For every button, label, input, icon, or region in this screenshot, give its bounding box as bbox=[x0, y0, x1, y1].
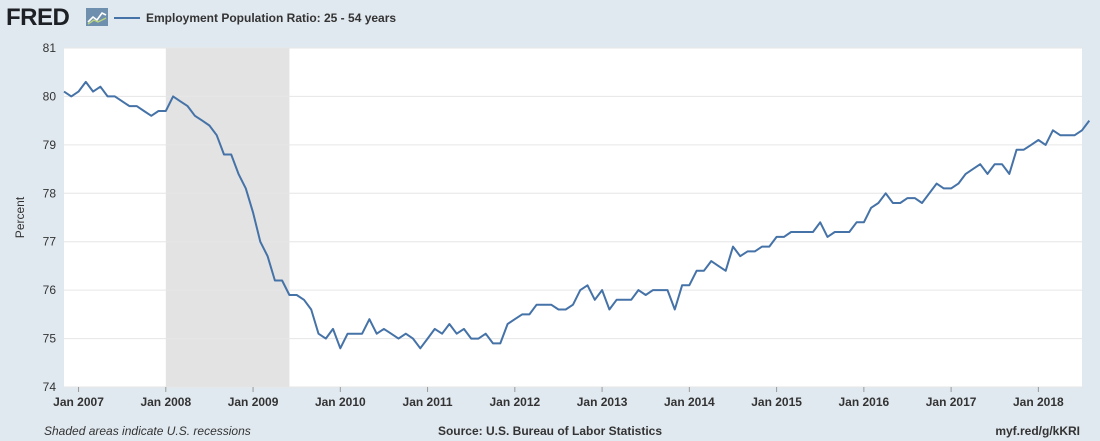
x-tick-label: Jan 2016 bbox=[838, 395, 889, 409]
x-tick-label: Jan 2011 bbox=[403, 395, 453, 409]
series-line[interactable] bbox=[63, 80, 1091, 350]
source-note: Source: U.S. Bureau of Labor Statistics bbox=[437, 424, 663, 438]
y-tick-label: 78 bbox=[43, 186, 57, 200]
y-tick-label: 77 bbox=[43, 235, 57, 249]
y-tick-label: 81 bbox=[43, 41, 57, 55]
x-tick-label: Jan 2017 bbox=[926, 395, 977, 409]
fred-logo-graph-icon bbox=[86, 8, 108, 26]
fred-logo[interactable]: FRED bbox=[6, 4, 70, 31]
x-tick-label: Jan 2008 bbox=[140, 395, 191, 409]
x-tick-label: Jan 2014 bbox=[664, 395, 715, 409]
y-tick-label: 76 bbox=[43, 283, 57, 297]
chart-area: 74 75 76 77 78 79 80 81 Jan 2007 Jan 2008 Jan 2009… bbox=[13, 41, 1091, 409]
chart-header: FRED Employment Population Ratio: 25 - 5… bbox=[0, 0, 1100, 36]
x-tick-label: Jan 2007 bbox=[53, 395, 104, 409]
chart-legend[interactable]: Employment Population Ratio: 25 - 54 yea… bbox=[114, 9, 396, 27]
x-tick-label: Jan 2018 bbox=[1013, 395, 1064, 409]
y-tick-label: 79 bbox=[43, 138, 57, 152]
recession-note: Shaded areas indicate U.S. recessions bbox=[44, 424, 251, 438]
x-tick-label: Jan 2013 bbox=[577, 395, 628, 409]
x-tick-label: Jan 2009 bbox=[228, 395, 279, 409]
x-tick-label: Jan 2012 bbox=[489, 395, 540, 409]
x-tick-label: Jan 2015 bbox=[751, 395, 802, 409]
short-link[interactable]: myf.red/g/kKRI bbox=[995, 424, 1080, 438]
y-tick-label: 74 bbox=[43, 380, 57, 394]
y-tick-label: 80 bbox=[43, 89, 57, 103]
legend-swatch bbox=[114, 17, 140, 19]
legend-label: Employment Population Ratio: 25 - 54 yea… bbox=[146, 11, 397, 25]
x-tick-label: Jan 2010 bbox=[315, 395, 366, 409]
y-axis-label: Percent bbox=[13, 196, 27, 238]
recession-shading bbox=[165, 48, 290, 387]
y-tick-label: 75 bbox=[43, 332, 57, 346]
